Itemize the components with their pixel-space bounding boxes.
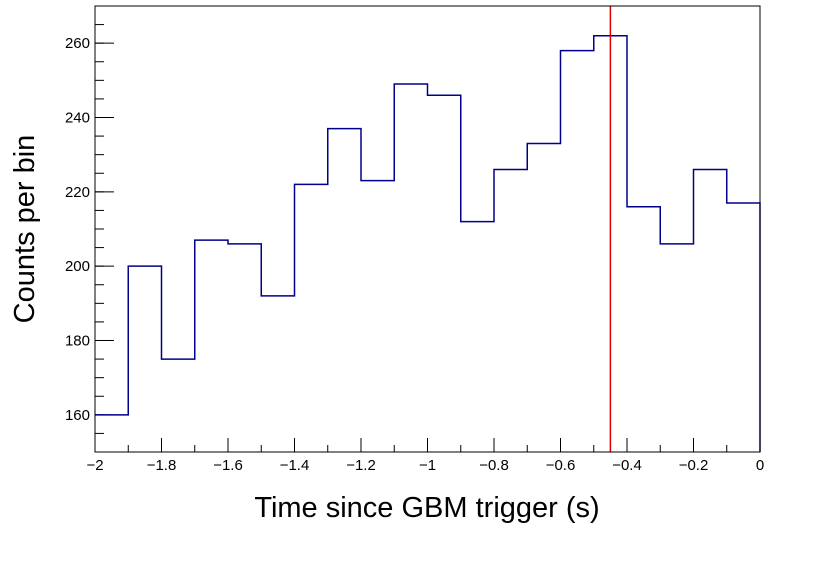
histogram-bin xyxy=(527,144,560,452)
histogram-bin xyxy=(328,129,361,452)
y-tick-labels: 160 180 200 220 240 260 xyxy=(65,35,90,424)
histogram-bin xyxy=(561,51,594,452)
histogram-bin xyxy=(195,240,228,452)
y-tick-label: 200 xyxy=(65,258,90,275)
histogram-bin xyxy=(727,203,760,452)
histogram-bin xyxy=(162,359,195,452)
x-axis-title: Time since GBM trigger (s) xyxy=(254,492,599,524)
x-tick-label: 0 xyxy=(756,457,764,474)
axis-ticks xyxy=(94,5,761,453)
histogram-bin xyxy=(295,184,328,452)
plot-frame xyxy=(94,5,761,453)
x-tick-label: −1 xyxy=(419,457,436,474)
x-tick-label: −2 xyxy=(86,457,103,474)
histogram-bin xyxy=(228,244,261,452)
y-axis-title: Counts per bin xyxy=(9,135,41,324)
x-tick-label: −1.2 xyxy=(346,457,376,474)
histogram-bin xyxy=(627,207,660,452)
x-tick-label: −0.2 xyxy=(679,457,709,474)
histogram-bin xyxy=(461,222,494,452)
y-tick-label: 260 xyxy=(65,35,90,52)
histogram-bin xyxy=(95,415,128,452)
y-tick-label: 160 xyxy=(65,407,90,424)
histogram-bin xyxy=(361,181,394,452)
y-tick-label: 180 xyxy=(65,333,90,350)
x-tick-labels: −2 −1.8 −1.6 −1.4 −1.2 −1 −0.8 −0.6 −0.4 −0.2 0 xyxy=(86,457,764,474)
x-tick-label: −0.4 xyxy=(612,457,642,474)
histogram-bin xyxy=(494,170,527,452)
x-tick-label: −1.8 xyxy=(147,457,177,474)
histogram-bin xyxy=(594,36,627,452)
histogram-bin xyxy=(261,296,294,452)
histogram-bin xyxy=(428,95,461,452)
histogram-bin xyxy=(694,170,727,452)
histogram-bin xyxy=(660,244,693,452)
histogram-bin xyxy=(128,266,161,452)
x-tick-label: −0.6 xyxy=(546,457,576,474)
y-tick-label: 240 xyxy=(65,110,90,127)
histogram-bins xyxy=(95,36,760,452)
y-tick-label: 220 xyxy=(65,184,90,201)
x-tick-label: −0.8 xyxy=(479,457,509,474)
x-tick-label: −1.4 xyxy=(280,457,310,474)
x-tick-label: −1.6 xyxy=(213,457,243,474)
histogram-bin xyxy=(394,84,427,452)
histogram-series-line xyxy=(95,34,761,452)
